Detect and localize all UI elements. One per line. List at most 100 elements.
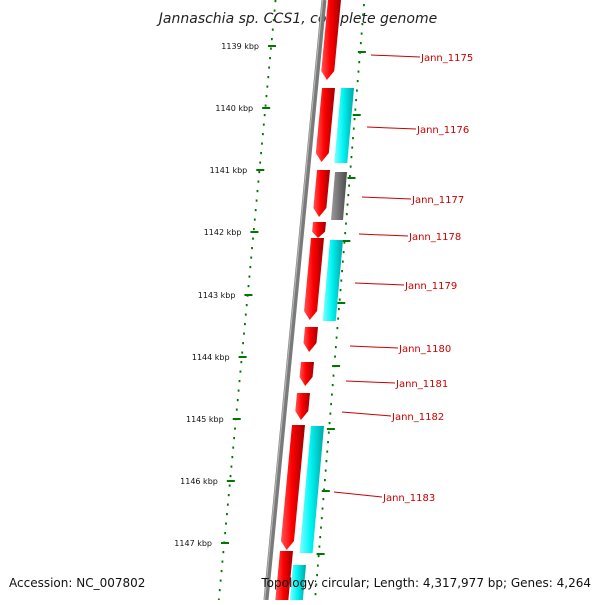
ruler-dot xyxy=(254,209,257,212)
guide-dot xyxy=(362,13,365,16)
gene-label-jann-1176[interactable]: Jann_1176 xyxy=(416,125,469,136)
ruler-tick-label: 1142 kbp xyxy=(204,228,242,237)
topology-label: Topology: circular; Length: 4,317,977 bp… xyxy=(260,576,591,590)
cyan-feature-box-1 xyxy=(334,88,354,163)
ruler-tick-label: 1147 kbp xyxy=(174,539,212,548)
ruler-dot xyxy=(270,38,273,41)
guide-dot xyxy=(334,355,336,358)
ruler-dot xyxy=(252,228,255,231)
ruler-dot xyxy=(232,446,235,449)
ruler-dot xyxy=(272,19,275,22)
ruler-dot xyxy=(274,0,277,3)
forward-cds-arrow-10 xyxy=(275,551,293,600)
feature-track xyxy=(275,0,354,600)
gene-label-jann-1178[interactable]: Jann_1178 xyxy=(408,232,461,243)
forward-cds-arrow-3 xyxy=(313,170,330,217)
guide-dot xyxy=(319,536,322,539)
guide-dot xyxy=(334,346,337,349)
gene-label-jann-1183[interactable]: Jann_1183 xyxy=(382,493,435,504)
ruler-dot xyxy=(258,171,261,174)
guide-dot xyxy=(359,42,362,45)
ruler-dot xyxy=(249,266,252,269)
ruler-dot xyxy=(241,351,244,354)
ruler-dot xyxy=(257,180,260,183)
guide-dot xyxy=(351,146,354,149)
guide-dot xyxy=(339,289,342,292)
guide-dot xyxy=(356,80,359,83)
forward-cds-arrow-9 xyxy=(280,425,305,550)
guide-dot xyxy=(327,431,330,434)
forward-cds-arrow-1 xyxy=(321,0,341,80)
forward-cds-arrow-2 xyxy=(315,88,335,162)
guide-dot xyxy=(318,545,321,548)
ruler-dot xyxy=(259,161,262,164)
ruler-dot xyxy=(271,28,274,31)
guide-dot xyxy=(345,213,348,216)
guide-dot xyxy=(332,374,335,377)
ruler-dot xyxy=(273,9,276,12)
forward-cds-arrow-7 xyxy=(299,362,314,386)
ruler-dot xyxy=(226,513,228,516)
guide-dot xyxy=(316,564,319,567)
ruler-dot xyxy=(270,47,272,50)
ruler-dot xyxy=(265,95,268,98)
guide-dot xyxy=(338,308,340,311)
guide-dot xyxy=(352,137,354,140)
gene-leader-line xyxy=(333,491,383,498)
gene-leader-line xyxy=(358,233,409,237)
forward-cds-arrow-5 xyxy=(304,238,324,320)
guide-dot xyxy=(328,422,331,425)
accession-label: Accession: NC_007802 xyxy=(9,576,145,590)
ruler-dot xyxy=(238,380,241,383)
guide-dot xyxy=(340,279,343,282)
guide-dot xyxy=(326,450,329,453)
ruler-dot xyxy=(236,399,239,402)
ruler-dot xyxy=(221,560,224,563)
guide-dot xyxy=(363,4,365,7)
gene-labels: Jann_1175 Jann_1176 Jann_1177 Jann_1178 Jann… xyxy=(333,53,473,504)
ruler-dot xyxy=(227,494,230,497)
ruler-tick-label: 1141 kbp xyxy=(210,166,248,175)
gene-leader-line xyxy=(354,282,405,286)
gene-label-jann-1179[interactable]: Jann_1179 xyxy=(404,281,457,292)
gene-label-jann-1180[interactable]: Jann_1180 xyxy=(398,344,451,355)
forward-cds-arrow-4 xyxy=(312,222,326,238)
forward-cds-arrow-6 xyxy=(303,327,318,352)
gene-label-jann-1175[interactable]: Jann_1175 xyxy=(420,53,473,64)
guide-dot xyxy=(327,441,329,444)
gray-feature-box xyxy=(331,172,347,220)
guide-dot xyxy=(348,175,351,178)
guide-dot xyxy=(324,469,327,472)
ruler-dot xyxy=(219,579,222,582)
ruler-dot xyxy=(222,551,225,554)
ruler-dot xyxy=(268,66,271,69)
guide-dot xyxy=(358,61,361,64)
guide-dot xyxy=(342,251,345,254)
guide-dot xyxy=(323,479,326,482)
guide-dot xyxy=(337,317,340,320)
guide-dot xyxy=(329,412,332,415)
ruler-dot xyxy=(251,247,253,250)
ruler-dot xyxy=(266,85,269,88)
guide-dot xyxy=(350,156,353,159)
gene-label-jann-1177[interactable]: Jann_1177 xyxy=(411,195,464,206)
guide-dot xyxy=(320,517,323,520)
ruler-dot xyxy=(228,484,231,487)
gene-label-jann-1182[interactable]: Jann_1182 xyxy=(391,412,444,423)
ruler-tick-label: 1146 kbp xyxy=(180,477,218,486)
guide-dot xyxy=(353,118,356,121)
ruler-tick-label: 1139 kbp xyxy=(221,42,259,51)
guide-dot xyxy=(336,327,339,330)
ruler-dot xyxy=(261,142,263,145)
guide-dot xyxy=(317,555,320,558)
ruler-dot xyxy=(239,370,242,373)
gene-label-jann-1181[interactable]: Jann_1181 xyxy=(395,379,448,390)
ruler-dot xyxy=(247,285,250,288)
guide-dot xyxy=(356,89,358,92)
ruler-tick-label: 1144 kbp xyxy=(192,353,230,362)
ruler-dot xyxy=(256,190,259,193)
feature-guide-track xyxy=(314,4,366,596)
guide-dot xyxy=(330,403,333,406)
gene-leader-line xyxy=(366,126,417,130)
